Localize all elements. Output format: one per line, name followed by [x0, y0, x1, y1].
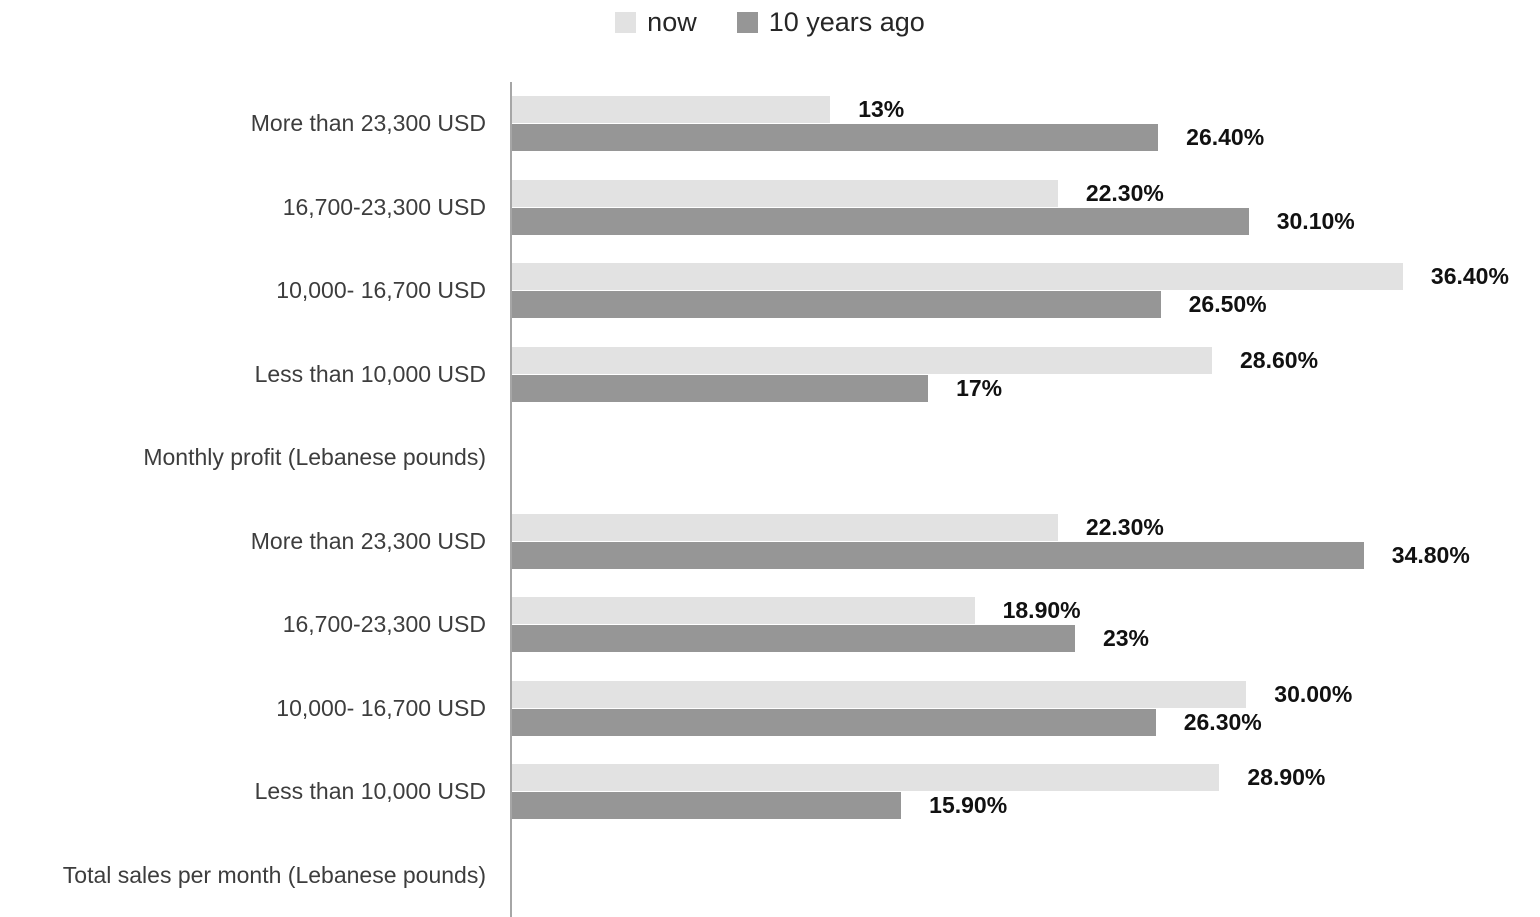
data-label-ago: 26.40% [1186, 124, 1265, 151]
category-label: 10,000- 16,700 USD [276, 694, 486, 721]
category-row: 16,700-23,300 USD 18.90% 23% [0, 583, 1540, 667]
bar-line-ago: 26.30% [512, 708, 1540, 736]
bar-group: 28.60% 17% [510, 332, 1540, 416]
bar-now [512, 179, 1058, 207]
data-label-now: 30.00% [1274, 680, 1353, 707]
data-label-now: 36.40% [1430, 263, 1509, 290]
category-row: Less than 10,000 USD 28.90% 15.90% [0, 750, 1540, 834]
data-label-ago: 26.30% [1183, 708, 1262, 735]
bar-group: 13% 26.40% [510, 82, 1540, 166]
data-label-now: 28.90% [1247, 764, 1326, 791]
bar-ago [512, 625, 1075, 653]
data-label-now: 22.30% [1085, 179, 1164, 206]
bar-line-now: 13% [512, 96, 1540, 124]
bar-line-now: 18.90% [512, 597, 1540, 625]
bar-line-ago: 15.90% [512, 792, 1540, 820]
bar-line-now: 28.60% [512, 346, 1540, 374]
category-row: 16,700-23,300 USD 22.30% 30.10% [0, 165, 1540, 249]
data-label-ago: 26.50% [1188, 291, 1267, 318]
data-label-ago: 34.80% [1391, 541, 1470, 568]
category-label: 16,700-23,300 USD [282, 193, 486, 220]
category-label: 16,700-23,300 USD [282, 611, 486, 638]
bar-line-now: 36.40% [512, 263, 1540, 291]
data-label-ago: 15.90% [929, 792, 1008, 819]
bar-line-now: 30.00% [512, 680, 1540, 708]
bar-group: 18.90% 23% [510, 583, 1540, 667]
bar-now [512, 346, 1213, 374]
data-label-ago: 17% [956, 374, 1003, 401]
bar-now [512, 513, 1058, 541]
bar-line-now: 22.30% [512, 179, 1540, 207]
bar-ago [512, 374, 929, 402]
bar-line-ago: 17% [512, 374, 1540, 402]
bar-line-now: 22.30% [512, 513, 1540, 541]
bar-line-ago: 23% [512, 625, 1540, 653]
bar-line-ago: 30.10% [512, 207, 1540, 235]
plot-area: More than 23,300 USD 13% 26.40% 16,700-23,3… [0, 82, 1540, 917]
bar-ago [512, 792, 902, 820]
category-row: More than 23,300 USD 13% 26.40% [0, 82, 1540, 166]
bar-group: 22.30% 30.10% [510, 165, 1540, 249]
bar-ago [512, 124, 1159, 152]
bar-line-now: 28.90% [512, 764, 1540, 792]
bar-now [512, 764, 1220, 792]
section-label: Total sales per month (Lebanese pounds) [62, 861, 486, 888]
section-label-row: Monthly profit (Lebanese pounds) [0, 416, 1540, 500]
data-label-ago: 23% [1102, 625, 1149, 652]
legend-label-now: now [647, 6, 697, 37]
category-row: 10,000- 16,700 USD 36.40% 26.50% [0, 249, 1540, 333]
bar-ago [512, 207, 1249, 235]
category-row: More than 23,300 USD 22.30% 34.80% [0, 499, 1540, 583]
data-label-now: 13% [858, 96, 905, 123]
legend: now 10 years ago [0, 0, 1540, 42]
bar-ago [512, 291, 1161, 319]
category-label: 10,000- 16,700 USD [276, 277, 486, 304]
bar-now [512, 680, 1247, 708]
category-label: Less than 10,000 USD [254, 360, 486, 387]
bar-group: 36.40% 26.50% [510, 249, 1540, 333]
legend-swatch-now [615, 11, 637, 33]
bar-line-ago: 34.80% [512, 541, 1540, 569]
data-label-now: 18.90% [1002, 597, 1081, 624]
bar-ago [512, 708, 1156, 736]
data-label-now: 28.60% [1240, 346, 1319, 373]
bar-now [512, 96, 831, 124]
category-label: Less than 10,000 USD [254, 778, 486, 805]
bar-group: 28.90% 15.90% [510, 750, 1540, 834]
bar-now [512, 597, 975, 625]
bar-line-ago: 26.50% [512, 291, 1540, 319]
category-row: 10,000- 16,700 USD 30.00% 26.30% [0, 666, 1540, 750]
bar-group: 22.30% 34.80% [510, 499, 1540, 583]
bar-now [512, 263, 1403, 291]
axis-spacer [510, 833, 1540, 917]
category-label: More than 23,300 USD [250, 110, 486, 137]
category-label: More than 23,300 USD [250, 527, 486, 554]
section-label: Monthly profit (Lebanese pounds) [143, 444, 486, 471]
data-label-ago: 30.10% [1276, 207, 1355, 234]
legend-item-now: now [615, 7, 697, 38]
legend-item-10-years-ago: 10 years ago [736, 6, 925, 38]
legend-label-10-years-ago: 10 years ago [768, 6, 925, 37]
section-label-row: Total sales per month (Lebanese pounds) [0, 833, 1540, 917]
bar-line-ago: 26.40% [512, 124, 1540, 152]
category-row: Less than 10,000 USD 28.60% 17% [0, 332, 1540, 416]
bar-group: 30.00% 26.30% [510, 666, 1540, 750]
legend-swatch-10-years-ago [736, 11, 758, 33]
bar-ago [512, 541, 1364, 569]
axis-spacer [510, 416, 1540, 500]
data-label-now: 22.30% [1085, 513, 1164, 540]
